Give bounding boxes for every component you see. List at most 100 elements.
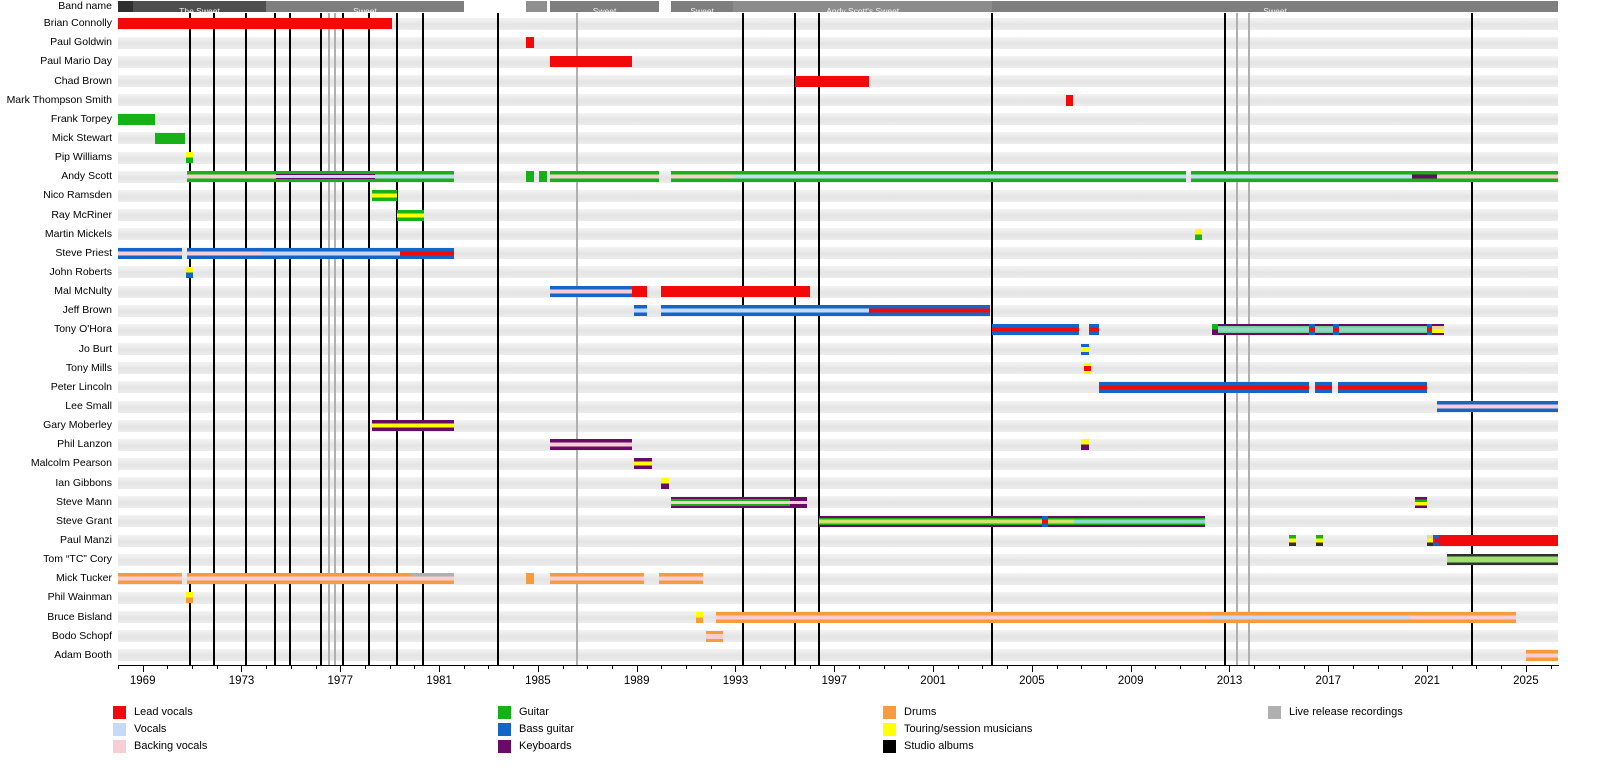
row-lane bbox=[118, 151, 1558, 164]
timeline-bar bbox=[634, 305, 647, 317]
timeline-bar bbox=[187, 573, 412, 585]
x-axis-major-tick bbox=[1525, 666, 1527, 672]
x-axis-minor-tick bbox=[216, 666, 218, 669]
timeline-bar bbox=[661, 305, 869, 317]
x-axis-major-tick bbox=[1229, 666, 1231, 672]
band-name-segment: Sweet bbox=[266, 1, 464, 12]
timeline-bar bbox=[1439, 535, 1558, 547]
member-name-label: Phil Wainman bbox=[47, 591, 112, 604]
legend-swatch-lead bbox=[113, 706, 126, 719]
timeline-bar bbox=[661, 477, 669, 489]
member-name-label: Andy Scott bbox=[61, 170, 112, 183]
x-axis-tick-label: 1989 bbox=[623, 675, 650, 687]
legend-swatch-keys bbox=[498, 740, 511, 753]
row-lane bbox=[118, 266, 1558, 279]
member-name-label: Steve Mann bbox=[55, 495, 112, 508]
studio-album-line bbox=[497, 13, 500, 665]
x-axis-minor-tick bbox=[784, 666, 786, 669]
legend-swatch-vocals bbox=[113, 723, 126, 736]
legend-swatch-backing bbox=[113, 740, 126, 753]
x-axis-tick-label: 1981 bbox=[426, 675, 452, 687]
band-name-segment bbox=[118, 1, 133, 12]
member-name-label: Brian Connolly bbox=[43, 17, 112, 30]
band-name-row-label: Band name bbox=[58, 0, 112, 12]
x-axis-minor-tick bbox=[1476, 666, 1478, 669]
live-release-line bbox=[576, 13, 579, 665]
row-lane bbox=[118, 572, 1558, 585]
row-lane bbox=[118, 36, 1558, 49]
x-axis-major-tick bbox=[1328, 666, 1330, 672]
timeline-bar bbox=[1338, 381, 1428, 393]
member-name-label: Bruce Bisland bbox=[47, 610, 112, 623]
legend-label: Backing vocals bbox=[134, 740, 208, 752]
timeline-bar bbox=[155, 132, 185, 144]
row-lane bbox=[118, 189, 1558, 202]
x-axis-minor-tick bbox=[488, 666, 490, 669]
x-axis-minor-tick bbox=[1081, 666, 1083, 669]
timeline-bar bbox=[819, 515, 1074, 527]
row-lane bbox=[118, 477, 1558, 490]
timeline-bar bbox=[794, 75, 869, 87]
x-axis-minor-tick bbox=[118, 666, 119, 669]
timeline-bar bbox=[1446, 554, 1558, 566]
timeline-bar bbox=[1433, 535, 1440, 547]
member-name-label: Phil Lanzon bbox=[57, 438, 112, 451]
member-name-label: Bodo Schopf bbox=[51, 629, 112, 642]
timeline-bar bbox=[1194, 228, 1203, 240]
studio-album-line bbox=[793, 13, 796, 665]
x-axis-major-tick bbox=[537, 666, 539, 672]
studio-album-line bbox=[245, 13, 248, 665]
row-lane bbox=[118, 419, 1558, 432]
member-name-label: Paul Mario Day bbox=[40, 55, 112, 68]
member-name-label: Martin Mickels bbox=[44, 227, 112, 240]
x-axis-minor-tick bbox=[1303, 666, 1305, 669]
x-axis-major-tick bbox=[1031, 666, 1033, 672]
legend-swatch-drums bbox=[883, 706, 896, 719]
timeline-bar bbox=[1098, 381, 1309, 393]
timeline-bar bbox=[550, 286, 632, 298]
row-lane bbox=[118, 534, 1558, 547]
legend-label: Live release recordings bbox=[1289, 706, 1403, 718]
studio-album-line bbox=[367, 13, 370, 665]
timeline-bar bbox=[1436, 171, 1558, 183]
timeline-bar bbox=[1427, 324, 1433, 336]
x-axis-major-tick bbox=[834, 666, 836, 672]
band-name-segment-label: Sweet bbox=[690, 6, 714, 12]
x-axis-minor-tick bbox=[883, 666, 885, 669]
member-name-label: Chad Brown bbox=[54, 74, 112, 87]
member-name-label: Lee Small bbox=[65, 400, 112, 412]
studio-album-line bbox=[991, 13, 994, 665]
timeline-bar bbox=[1315, 535, 1324, 547]
band-name-segment: Sweet bbox=[992, 1, 1558, 12]
x-axis-minor-tick bbox=[587, 666, 589, 669]
x-axis-tick-label: 1973 bbox=[228, 675, 255, 687]
timeline-bar bbox=[550, 439, 632, 451]
timeline-bar bbox=[1308, 324, 1315, 336]
band-name-segment: Andy Scott's Sweet bbox=[733, 1, 993, 12]
member-name-label: Peter Lincoln bbox=[50, 380, 112, 393]
x-axis-minor-tick bbox=[463, 666, 465, 669]
band-name-segment-label: Sweet bbox=[1263, 6, 1287, 12]
x-axis-tick-label: 2009 bbox=[1117, 675, 1144, 687]
timeline-bar bbox=[1436, 401, 1558, 412]
row-lane bbox=[118, 362, 1558, 375]
member-name-label: Mick Stewart bbox=[51, 131, 112, 144]
band-name-segment-label: The Sweet bbox=[179, 6, 220, 12]
x-axis-major-tick bbox=[735, 666, 737, 672]
x-axis-minor-tick bbox=[1105, 666, 1107, 669]
timeline-bar bbox=[1414, 496, 1428, 508]
legend-label: Keyboards bbox=[519, 740, 572, 752]
x-axis-major-tick bbox=[933, 666, 935, 672]
timeline-bar bbox=[1409, 611, 1516, 623]
timeline-bar bbox=[550, 573, 645, 585]
row-lane bbox=[118, 438, 1558, 451]
legend-label: Bass guitar bbox=[519, 723, 575, 735]
studio-album-line bbox=[213, 13, 216, 665]
timeline-bar bbox=[705, 630, 724, 642]
legend-swatch-live bbox=[1268, 706, 1281, 719]
row-lane bbox=[118, 457, 1558, 470]
timeline-bar bbox=[1288, 535, 1297, 547]
row-lane bbox=[118, 209, 1558, 222]
row-lane bbox=[118, 55, 1558, 68]
